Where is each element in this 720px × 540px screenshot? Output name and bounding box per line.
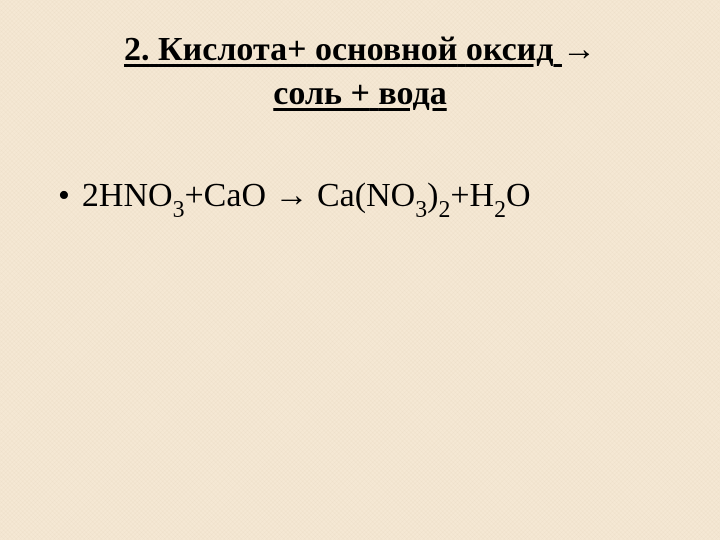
heading-underlined-1: 2. Кислота+ основной оксид (124, 31, 562, 68)
equation-arrow: → (275, 177, 309, 214)
product1-base2: ) (427, 177, 438, 214)
product1-sub2: 2 (438, 197, 450, 223)
reactant1-base: HNO (99, 177, 173, 214)
equation-line: •2HNO3+CaO → Ca(NO3)2+H2O (50, 176, 670, 221)
heading-underlined-2: соль + вода (273, 75, 446, 112)
bullet-marker: • (58, 176, 70, 217)
heading-line-1: 2. Кислота+ основной оксид → (50, 28, 670, 72)
product2-base2: O (506, 177, 531, 214)
plus-2: + (450, 177, 469, 214)
coeff-1: 2 (82, 177, 99, 214)
slide-content: 2. Кислота+ основной оксид → соль + вода… (0, 0, 720, 250)
heading-word-basic: основной (315, 31, 457, 68)
heading-word-acid: Кислота+ (158, 31, 306, 68)
product1-sub1: 3 (415, 197, 427, 223)
heading-line-2: соль + вода (50, 72, 670, 116)
heading-block: 2. Кислота+ основной оксид → соль + вода (50, 28, 670, 116)
plus-1: + (184, 177, 203, 214)
product1-base1: Ca(NO (317, 177, 415, 214)
heading-word-oxide: оксид (466, 31, 554, 68)
reactant2: CaO (204, 177, 266, 214)
reactant1-sub: 3 (173, 197, 185, 223)
heading-word-water: вода (378, 75, 446, 112)
product2-base1: H (470, 177, 495, 214)
heading-word-salt: соль (273, 75, 342, 112)
product2-sub1: 2 (494, 197, 506, 223)
heading-plus: + (350, 75, 369, 112)
heading-arrow: → (562, 31, 596, 68)
heading-number: 2. (124, 31, 150, 68)
